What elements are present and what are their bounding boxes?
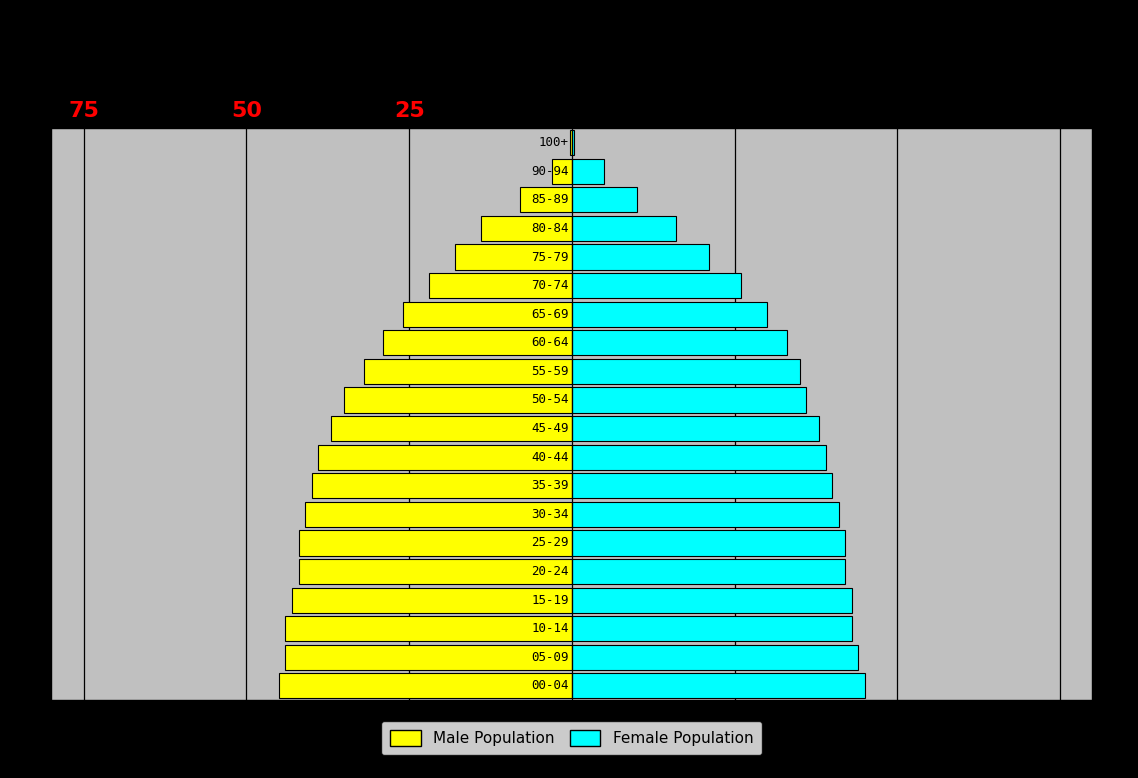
Bar	[571, 645, 858, 670]
Text: 55-59: 55-59	[531, 365, 569, 378]
Text: 50: 50	[231, 101, 262, 121]
Bar	[286, 616, 571, 641]
Text: 50-54: 50-54	[531, 394, 569, 406]
Bar	[571, 673, 865, 699]
Bar	[480, 216, 571, 241]
Bar	[571, 416, 819, 441]
Text: 20-24: 20-24	[531, 565, 569, 578]
Bar	[571, 216, 676, 241]
Bar	[571, 273, 741, 298]
Text: 75-79: 75-79	[531, 251, 569, 264]
Text: 25: 25	[394, 101, 424, 121]
Text: 15-19: 15-19	[531, 594, 569, 607]
Bar	[305, 502, 571, 527]
Bar	[384, 330, 571, 356]
Text: 60-64: 60-64	[531, 336, 569, 349]
Bar	[292, 587, 571, 613]
Bar	[571, 559, 846, 584]
Bar	[571, 244, 709, 270]
Text: 85-89: 85-89	[531, 194, 569, 206]
Text: 25-29: 25-29	[531, 537, 569, 549]
Bar	[403, 302, 571, 327]
Bar	[318, 444, 571, 470]
Bar	[279, 673, 571, 699]
Text: 00-04: 00-04	[531, 679, 569, 692]
Text: 100+: 100+	[538, 136, 569, 149]
Text: 05-09: 05-09	[531, 651, 569, 664]
Text: 90-94: 90-94	[531, 165, 569, 177]
Bar	[571, 187, 637, 212]
Bar	[344, 387, 571, 412]
Bar	[298, 531, 571, 555]
Bar	[571, 502, 839, 527]
Bar	[571, 531, 846, 555]
Text: 40-44: 40-44	[531, 450, 569, 464]
Bar	[571, 359, 800, 384]
Bar	[571, 330, 786, 356]
Text: 65-69: 65-69	[531, 308, 569, 321]
Bar	[429, 273, 571, 298]
Bar	[312, 473, 571, 499]
Text: 70-74: 70-74	[531, 279, 569, 292]
Bar	[570, 130, 571, 156]
Bar	[571, 444, 826, 470]
Text: 30-34: 30-34	[531, 508, 569, 520]
Bar	[364, 359, 571, 384]
Bar	[571, 159, 604, 184]
Text: 35-39: 35-39	[531, 479, 569, 492]
Bar	[571, 387, 806, 412]
Bar	[571, 587, 851, 613]
Bar	[571, 302, 767, 327]
Bar	[455, 244, 571, 270]
Text: 80-84: 80-84	[531, 222, 569, 235]
Bar	[286, 645, 571, 670]
Bar	[552, 159, 571, 184]
Text: 75: 75	[68, 101, 99, 121]
Text: 10-14: 10-14	[531, 622, 569, 635]
Bar	[520, 187, 571, 212]
Bar	[571, 473, 832, 499]
Bar	[571, 616, 851, 641]
Bar	[571, 130, 574, 156]
Legend: Male Population, Female Population: Male Population, Female Population	[381, 721, 762, 755]
Bar	[298, 559, 571, 584]
Text: 45-49: 45-49	[531, 422, 569, 435]
Bar	[331, 416, 571, 441]
